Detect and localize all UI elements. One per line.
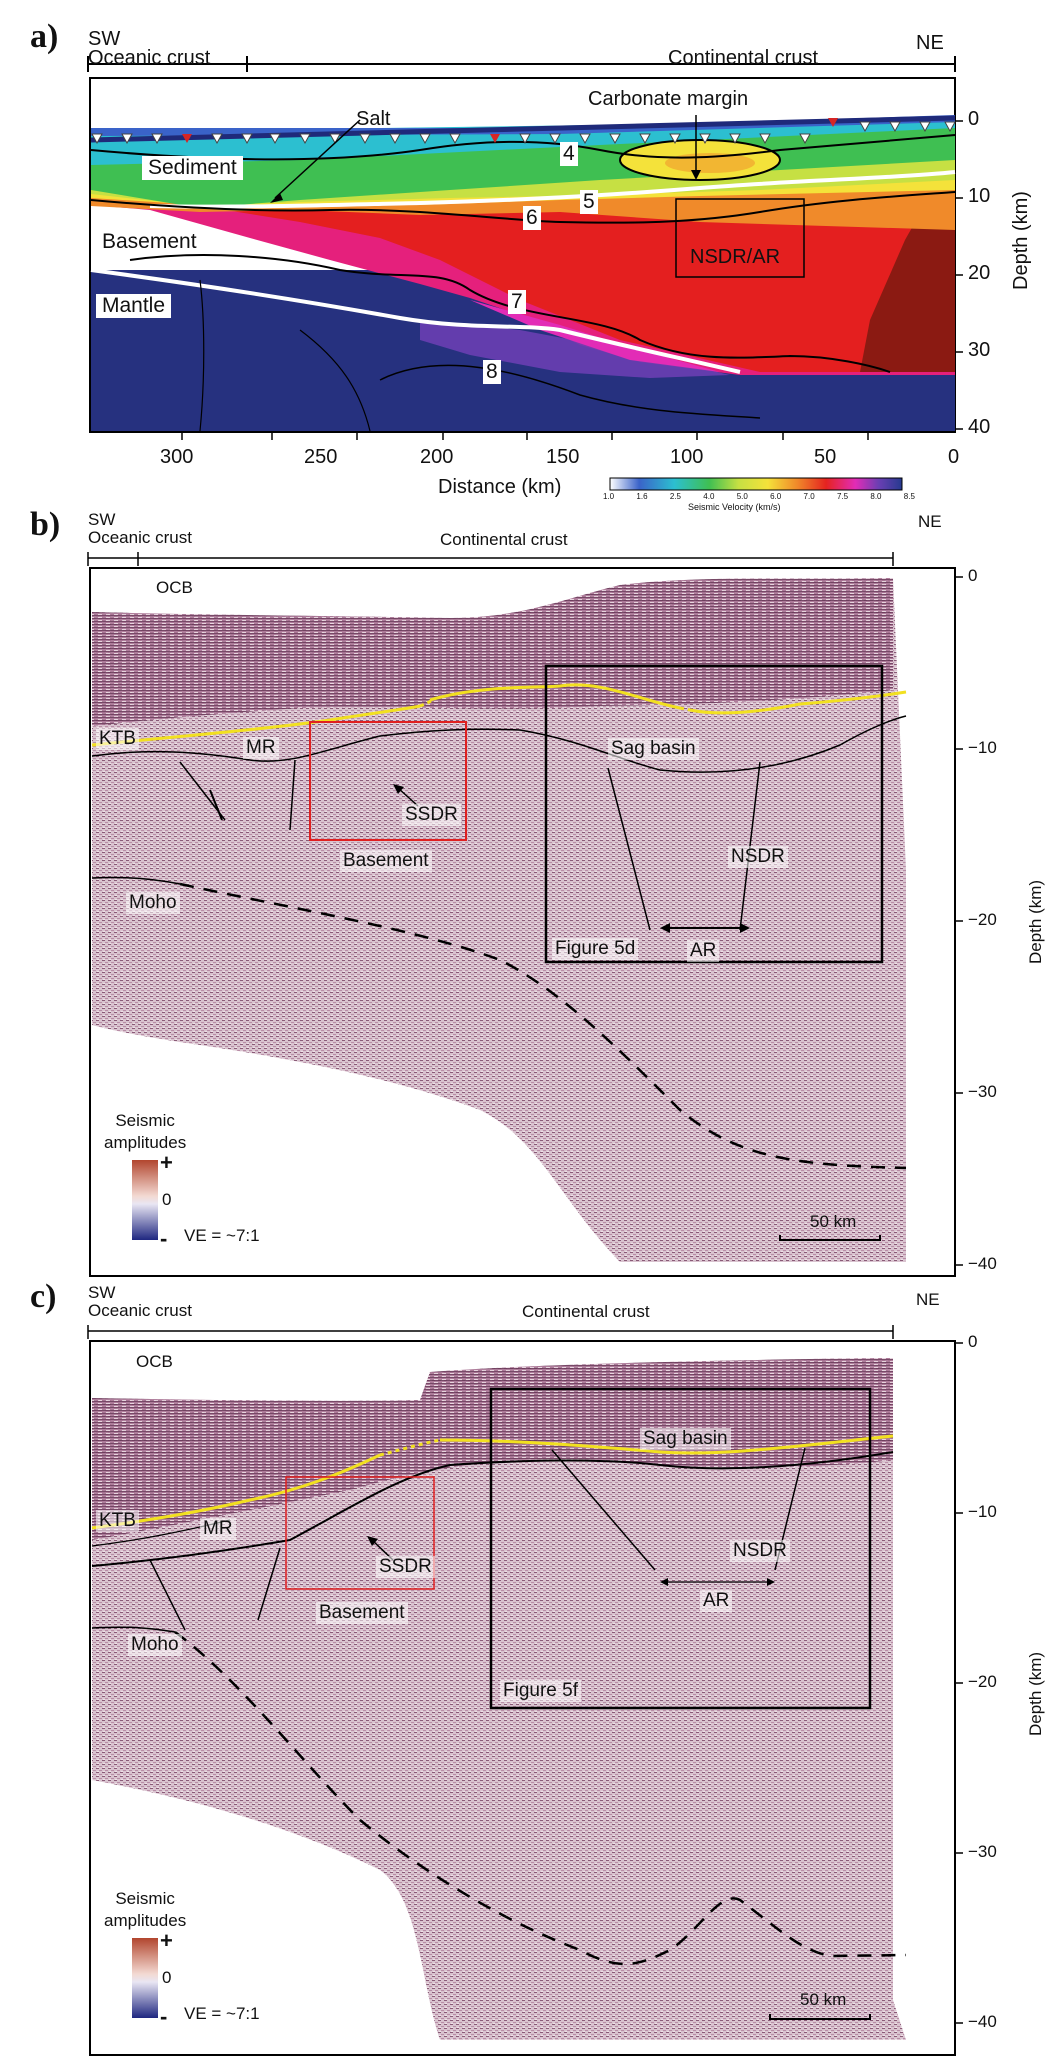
a-xtick-50: 50 xyxy=(814,446,837,468)
c-amp-plus: + xyxy=(160,1928,173,1953)
panel-b-basement: Basement xyxy=(340,850,432,872)
c-ve: VE = ~7:1 xyxy=(184,2004,260,2023)
b-amplitude-title: Seismic amplitudes xyxy=(104,1111,187,1152)
panel-c-letter: c) xyxy=(30,1278,57,1315)
cb-tick: 1.6 xyxy=(636,492,648,501)
panel-c-ssdr: SSDR xyxy=(376,1556,435,1578)
carbonate-margin-label: Carbonate margin xyxy=(588,88,749,110)
panel-b-letter: b) xyxy=(30,506,61,543)
panel-c-basement: Basement xyxy=(316,1602,408,1624)
cb-tick: 6.0 xyxy=(770,492,782,501)
panel-c-figure-5f: Figure 5f xyxy=(500,1680,581,1702)
b-ytick-20: −20 xyxy=(968,910,997,929)
c-ytick-0: 0 xyxy=(968,1332,978,1351)
panel-b-continental-crust: Continental crust xyxy=(440,530,568,549)
panel-a-continental-crust: Continental crust xyxy=(668,47,819,69)
b-scale: 50 km xyxy=(810,1212,857,1231)
contour-5: 5 xyxy=(580,190,598,214)
a-xtick-0: 0 xyxy=(948,446,960,468)
salt-label: Salt xyxy=(356,108,391,130)
a-xtick-150: 150 xyxy=(546,446,580,468)
b-ytick-30: −30 xyxy=(968,1082,997,1101)
c-ytick-20: −20 xyxy=(968,1672,997,1691)
panel-b-sw: SW xyxy=(88,510,116,529)
panel-b-seismic-section xyxy=(87,552,963,1277)
panel-c-ne: NE xyxy=(916,1290,940,1309)
panel-a-letter: a) xyxy=(30,18,59,55)
b-ytick-0: 0 xyxy=(968,566,978,585)
panel-c-moho: Moho xyxy=(128,1634,182,1656)
sediment-label: Sediment xyxy=(142,156,243,180)
panel-c-ar: AR xyxy=(700,1590,733,1612)
a-xtick-300: 300 xyxy=(160,446,194,468)
panel-b-ocb: OCB xyxy=(156,578,193,597)
panel-b-figure-5d: Figure 5d xyxy=(552,938,639,960)
b-ytick-10: −10 xyxy=(968,738,997,757)
c-scale: 50 km xyxy=(800,1990,847,2009)
c-amp-minus: - xyxy=(160,2004,168,2029)
panel-c-ktb: KTB xyxy=(96,1510,139,1532)
panel-c-sw: SW xyxy=(88,1283,116,1302)
cb-tick: 2.5 xyxy=(669,492,681,501)
panel-a-sw: SW xyxy=(88,28,121,50)
b-ve: VE = ~7:1 xyxy=(184,1226,260,1245)
contour-4: 4 xyxy=(560,142,578,166)
cb-tick: 7.5 xyxy=(836,492,849,501)
panel-b-oceanic-crust: Oceanic crust xyxy=(88,528,192,547)
c-ytick-10: −10 xyxy=(968,1502,997,1521)
contour-8: 8 xyxy=(483,360,501,384)
a-ytick-40: 40 xyxy=(968,416,991,438)
panel-b-moho: Moho xyxy=(126,892,180,914)
a-ytick-20: 20 xyxy=(968,262,991,284)
panel-b-ssdr: SSDR xyxy=(402,804,461,826)
panel-c-continental-crust: Continental crust xyxy=(522,1302,650,1321)
a-ylabel: Depth (km) xyxy=(1010,191,1032,290)
b-ylabel: Depth (km) xyxy=(1026,879,1045,964)
a-xtick-200: 200 xyxy=(420,446,454,468)
b-amp-plus: + xyxy=(160,1150,173,1175)
b-amp-minus: - xyxy=(160,1226,168,1251)
b-amp-zero: 0 xyxy=(162,1190,172,1209)
cb-tick: 8.5 xyxy=(903,492,915,501)
panel-a-oceanic-crust: Oceanic crust xyxy=(88,47,211,69)
panel-c-mr: MR xyxy=(200,1518,236,1540)
panel-b-ar: AR xyxy=(687,940,720,962)
panel-b-mr: MR xyxy=(243,737,279,759)
panel-a-ne: NE xyxy=(916,32,944,54)
c-amp-zero: 0 xyxy=(162,1968,172,1987)
b-ytick-40: −40 xyxy=(968,1254,997,1273)
panel-c-oceanic-crust: Oceanic crust xyxy=(88,1301,192,1320)
mantle-label: Mantle xyxy=(96,294,172,318)
cb-tick: 7.0 xyxy=(803,492,815,501)
panel-c-nsdr: NSDR xyxy=(730,1540,790,1562)
panel-b-ne: NE xyxy=(918,512,942,531)
a-xtick-250: 250 xyxy=(304,446,338,468)
cb-tick: 4.0 xyxy=(703,492,715,501)
contour-6: 6 xyxy=(523,206,541,230)
panel-b-sag-basin: Sag basin xyxy=(608,738,699,760)
cb-tick: 8.0 xyxy=(870,492,882,501)
a-xtick-100: 100 xyxy=(670,446,704,468)
contour-7: 7 xyxy=(508,290,526,314)
panel-c-ocb: OCB xyxy=(136,1352,173,1371)
colorbar-ticks: 1.0 1.6 2.5 4.0 5.0 6.0 7.0 7.5 8.0 8.5 xyxy=(603,492,915,501)
panel-b-nsdr: NSDR xyxy=(728,846,788,868)
cb-tick: 1.0 xyxy=(603,492,615,501)
basement-label: Basement xyxy=(96,230,203,254)
c-ylabel: Depth (km) xyxy=(1026,1651,1045,1736)
cb-tick: 5.0 xyxy=(736,492,748,501)
panel-b-ktb: KTB xyxy=(96,728,139,750)
c-ytick-30: −30 xyxy=(968,1842,997,1861)
c-amplitude-title: Seismic amplitudes xyxy=(104,1889,187,1930)
a-ytick-0: 0 xyxy=(968,108,980,130)
c-ytick-40: −40 xyxy=(968,2012,997,2031)
panel-c-sag-basin: Sag basin xyxy=(640,1428,731,1450)
colorbar-label: Seismic Velocity (km/s) xyxy=(688,502,781,512)
a-ytick-30: 30 xyxy=(968,339,991,361)
nsdr-ar-label: NSDR/AR xyxy=(690,246,781,268)
panel-a-velocity-model xyxy=(87,56,963,491)
a-xlabel: Distance (km) xyxy=(438,476,562,498)
a-ytick-10: 10 xyxy=(968,185,991,207)
